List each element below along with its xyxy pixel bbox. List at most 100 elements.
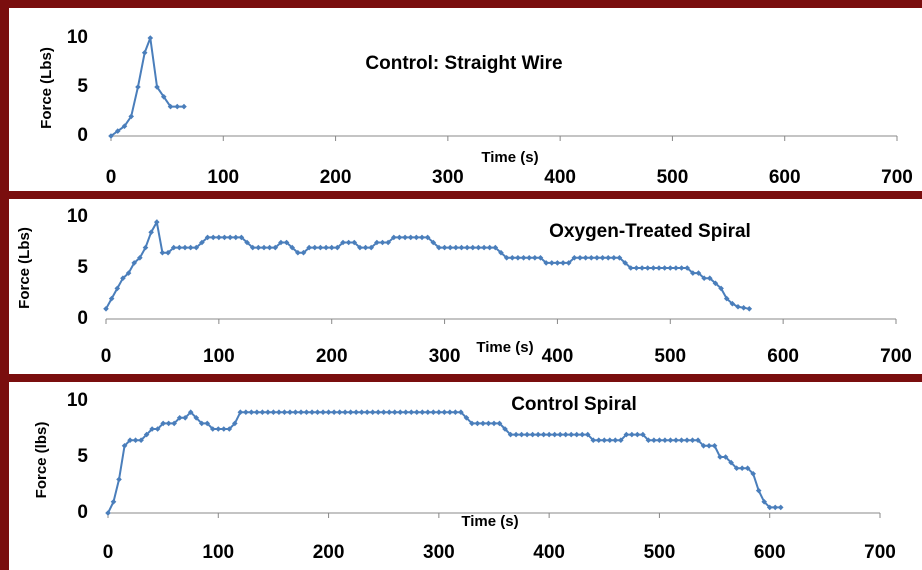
data-point	[590, 437, 597, 443]
x-tick-label: 300	[423, 542, 455, 563]
data-point	[413, 234, 420, 241]
data-point	[689, 437, 696, 443]
data-point	[557, 431, 563, 438]
data-point	[739, 465, 745, 471]
data-point	[336, 409, 343, 415]
data-point	[143, 431, 150, 438]
data-point	[502, 426, 508, 432]
data-point	[551, 431, 558, 438]
x-tick-label: 500	[657, 167, 689, 188]
data-point	[777, 504, 784, 511]
data-point	[684, 437, 690, 443]
data-point	[369, 409, 376, 415]
data-point	[364, 409, 370, 415]
x-tick-label: 0	[103, 542, 114, 563]
data-point	[325, 409, 332, 415]
data-point	[599, 255, 606, 261]
data-point	[238, 234, 245, 241]
x-tick-label: 200	[320, 167, 352, 188]
data-point	[475, 244, 482, 251]
y-tick-label: 10	[67, 27, 88, 48]
data-point	[436, 244, 442, 251]
data-point	[750, 471, 756, 477]
data-point	[287, 409, 293, 415]
data-point	[579, 431, 586, 438]
data-point	[270, 409, 277, 415]
data-point	[656, 265, 662, 271]
data-point	[385, 239, 391, 246]
data-point	[391, 409, 398, 415]
data-point	[362, 244, 369, 251]
data-point	[227, 234, 233, 241]
data-point	[464, 244, 470, 251]
data-point	[114, 285, 121, 292]
x-tick-label: 0	[106, 167, 117, 188]
data-point	[453, 244, 459, 251]
data-point	[237, 409, 244, 415]
data-point	[154, 84, 160, 90]
data-point	[419, 234, 425, 241]
data-point	[492, 244, 499, 251]
data-point	[295, 249, 301, 256]
data-point	[149, 426, 155, 432]
data-point	[193, 415, 200, 421]
data-point	[108, 295, 115, 302]
x-tick-label: 500	[654, 346, 686, 367]
data-point	[441, 409, 448, 415]
data-point	[629, 431, 635, 438]
data-point	[618, 437, 624, 443]
data-point	[414, 409, 420, 415]
data-point	[386, 409, 393, 415]
data-point	[137, 255, 143, 261]
y-tick-label: 5	[77, 257, 88, 278]
data-point	[485, 420, 492, 427]
data-point	[447, 244, 454, 251]
data-point	[204, 234, 211, 241]
data-point	[452, 409, 459, 415]
data-point	[491, 420, 497, 427]
data-point	[182, 415, 188, 421]
data-point	[379, 239, 386, 246]
data-point	[673, 265, 679, 271]
data-point	[612, 437, 619, 443]
x-tick-label: 600	[769, 167, 801, 188]
data-point	[594, 255, 600, 261]
data-point	[210, 234, 217, 241]
data-point	[116, 476, 122, 483]
data-point	[303, 409, 310, 415]
data-point	[469, 420, 475, 427]
data-point	[651, 437, 657, 443]
data-point	[121, 443, 128, 449]
data-point	[546, 431, 552, 438]
data-point	[300, 249, 307, 256]
data-point	[148, 229, 154, 236]
data-point	[447, 409, 453, 415]
data-point	[311, 244, 318, 251]
data-point	[340, 239, 346, 246]
data-point	[503, 255, 510, 261]
data-point	[700, 443, 707, 449]
data-point	[526, 255, 533, 261]
data-point	[374, 239, 380, 246]
data-point	[611, 255, 617, 261]
data-point	[524, 431, 530, 438]
data-point	[513, 431, 519, 438]
x-tick-label: 600	[754, 542, 786, 563]
x-tick-label: 600	[767, 346, 799, 367]
y-tick-label: 10	[67, 390, 88, 411]
data-point	[425, 409, 431, 415]
data-point	[601, 437, 608, 443]
data-point	[221, 426, 227, 432]
data-point	[706, 275, 713, 281]
x-tick-label: 300	[432, 167, 464, 188]
data-point	[142, 244, 149, 251]
data-point	[128, 113, 135, 120]
data-point	[701, 275, 707, 281]
data-point	[582, 255, 589, 261]
data-point	[375, 409, 381, 415]
data-point	[498, 249, 504, 256]
data-point	[622, 260, 628, 266]
data-point	[518, 431, 525, 438]
x-tick-label: 100	[203, 346, 235, 367]
